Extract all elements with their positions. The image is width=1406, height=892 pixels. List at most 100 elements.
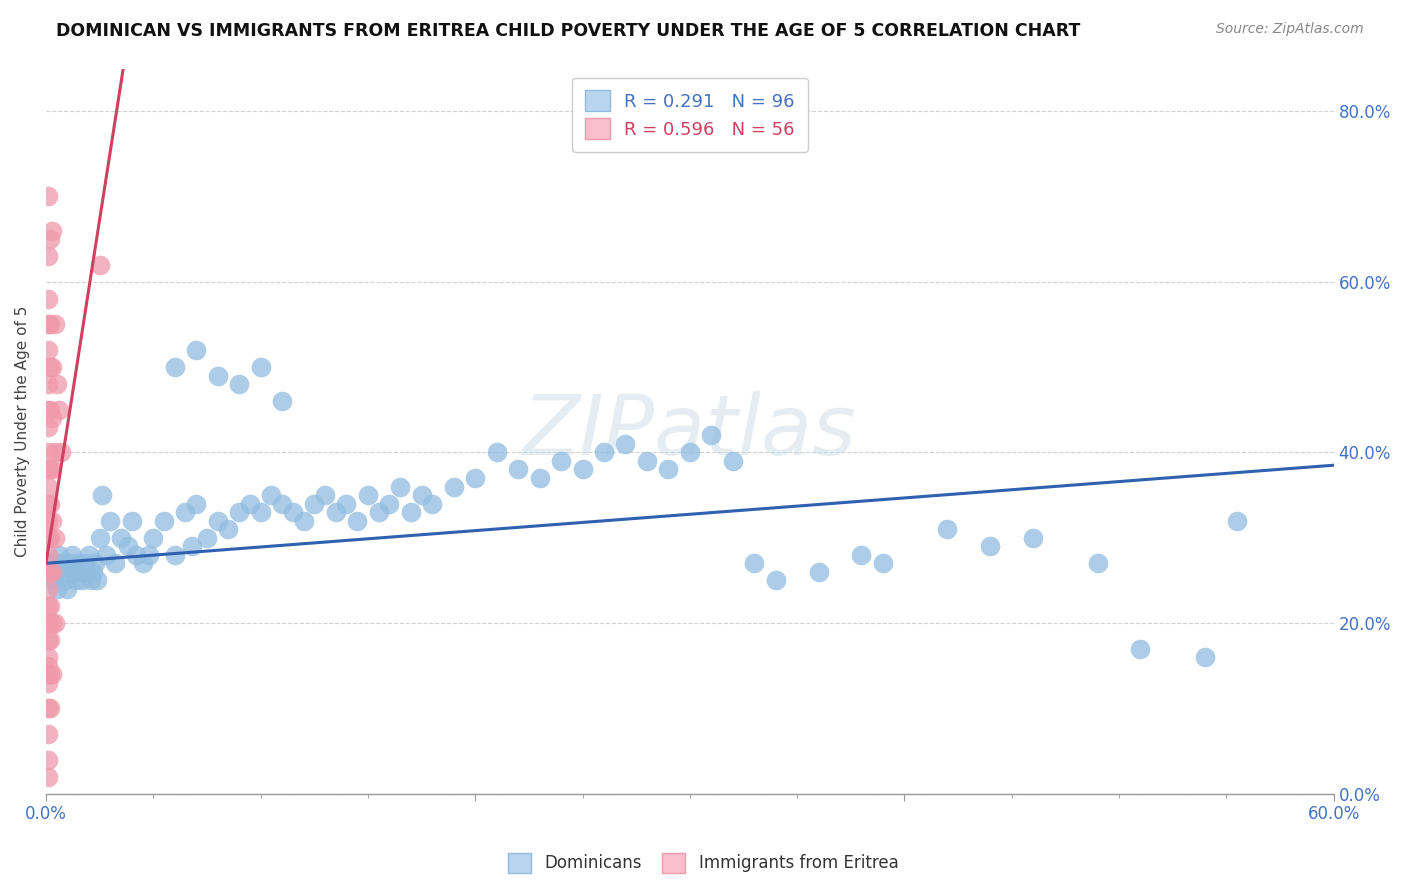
Point — [98, 514, 121, 528]
Point — [936, 522, 959, 536]
Point — [37, 462, 59, 476]
Text: Source: ZipAtlas.com: Source: ZipAtlas.com — [1216, 22, 1364, 37]
Point — [39, 462, 62, 476]
Point — [58, 557, 80, 571]
Point — [186, 497, 208, 511]
Point — [37, 189, 59, 203]
Point — [657, 462, 679, 476]
Point — [37, 582, 59, 596]
Point — [39, 565, 62, 579]
Point — [84, 557, 107, 571]
Point — [39, 557, 62, 571]
Point — [367, 505, 389, 519]
Point — [37, 318, 59, 332]
Point — [89, 531, 111, 545]
Point — [39, 531, 62, 545]
Point — [271, 394, 294, 409]
Text: DOMINICAN VS IMMIGRANTS FROM ERITREA CHILD POVERTY UNDER THE AGE OF 5 CORRELATIO: DOMINICAN VS IMMIGRANTS FROM ERITREA CHI… — [56, 22, 1081, 40]
Point — [807, 565, 830, 579]
Point — [228, 505, 250, 519]
Point — [37, 565, 59, 579]
Point — [77, 548, 100, 562]
Point — [571, 462, 593, 476]
Point — [41, 565, 63, 579]
Point — [979, 539, 1001, 553]
Legend: Dominicans, Immigrants from Eritrea: Dominicans, Immigrants from Eritrea — [501, 847, 905, 880]
Point — [271, 497, 294, 511]
Point — [186, 343, 208, 357]
Point — [39, 599, 62, 613]
Point — [41, 411, 63, 425]
Point — [325, 505, 347, 519]
Point — [52, 565, 75, 579]
Point — [41, 360, 63, 375]
Point — [443, 479, 465, 493]
Point — [37, 599, 59, 613]
Point — [37, 650, 59, 665]
Point — [314, 488, 336, 502]
Point — [1226, 514, 1249, 528]
Point — [302, 497, 325, 511]
Text: ZIPatlas: ZIPatlas — [523, 391, 856, 472]
Point — [335, 497, 357, 511]
Point — [131, 557, 153, 571]
Point — [39, 232, 62, 246]
Point — [37, 770, 59, 784]
Point — [94, 548, 117, 562]
Point — [72, 574, 94, 588]
Point — [346, 514, 368, 528]
Point — [45, 582, 67, 596]
Point — [37, 753, 59, 767]
Point — [39, 667, 62, 681]
Point — [56, 582, 79, 596]
Point — [1087, 557, 1109, 571]
Point — [45, 377, 67, 392]
Point — [721, 454, 744, 468]
Point — [49, 557, 72, 571]
Point — [39, 701, 62, 715]
Point — [228, 377, 250, 392]
Point — [37, 292, 59, 306]
Point — [110, 531, 132, 545]
Point — [41, 667, 63, 681]
Point — [41, 224, 63, 238]
Y-axis label: Child Poverty Under the Age of 5: Child Poverty Under the Age of 5 — [15, 305, 30, 557]
Point — [37, 445, 59, 459]
Point — [700, 428, 723, 442]
Point — [239, 497, 262, 511]
Point — [39, 360, 62, 375]
Point — [1194, 650, 1216, 665]
Point — [195, 531, 218, 545]
Point — [39, 633, 62, 648]
Point — [65, 574, 87, 588]
Point — [80, 574, 103, 588]
Point — [104, 557, 127, 571]
Point — [207, 368, 229, 383]
Point — [357, 488, 380, 502]
Point — [89, 258, 111, 272]
Point — [117, 539, 139, 553]
Point — [281, 505, 304, 519]
Point — [679, 445, 702, 459]
Point — [37, 727, 59, 741]
Point — [37, 377, 59, 392]
Point — [44, 615, 66, 630]
Point — [1022, 531, 1045, 545]
Point — [48, 548, 70, 562]
Point — [593, 445, 616, 459]
Point — [69, 565, 91, 579]
Point — [742, 557, 765, 571]
Point — [37, 497, 59, 511]
Point — [53, 574, 76, 588]
Point — [86, 574, 108, 588]
Point — [163, 360, 186, 375]
Point — [37, 675, 59, 690]
Point — [399, 505, 422, 519]
Point — [614, 437, 637, 451]
Point — [37, 479, 59, 493]
Point — [1129, 641, 1152, 656]
Point — [39, 402, 62, 417]
Point — [389, 479, 412, 493]
Point — [851, 548, 873, 562]
Point — [138, 548, 160, 562]
